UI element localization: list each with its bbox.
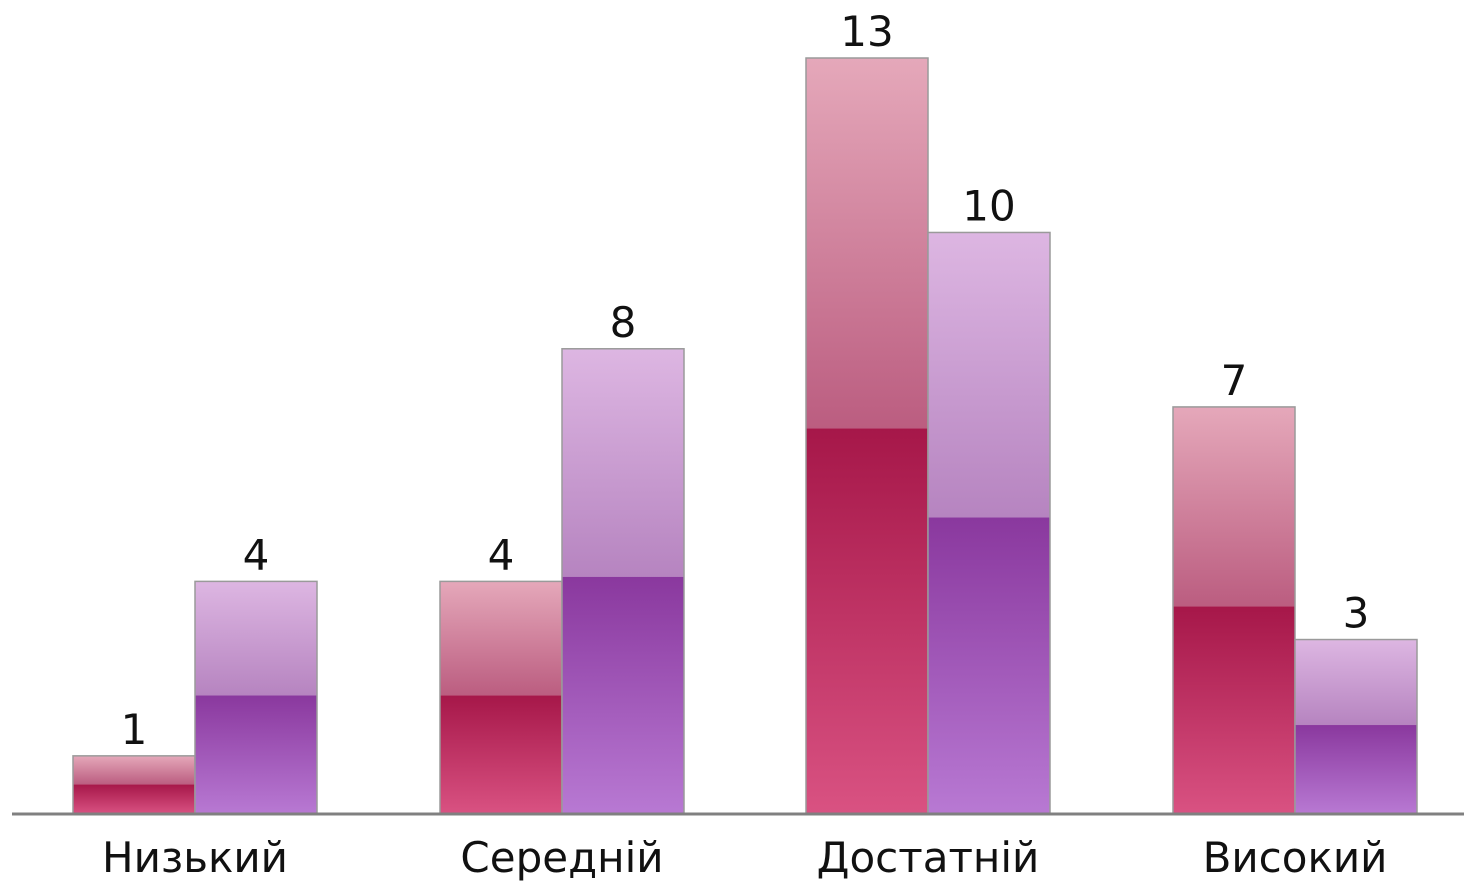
- category-labels-layer: Низький Середній Достатній Високий: [102, 833, 1387, 882]
- bar-upper-segment: [562, 348, 684, 577]
- category-label: Середній: [460, 833, 663, 882]
- bar-lower-segment: [928, 517, 1050, 814]
- value-label: 7: [1221, 356, 1248, 405]
- bar-2-3: [927, 231, 1051, 815]
- bar-upper-segment: [1173, 406, 1295, 607]
- bar-upper-segment: [928, 232, 1050, 518]
- value-label: 4: [243, 530, 270, 579]
- value-labels-layer: 1 4 4 8 13 10 7 3: [121, 7, 1370, 754]
- bar-2-2: [561, 348, 685, 815]
- bar-1-4: [1172, 406, 1296, 815]
- category-label: Низький: [102, 833, 288, 882]
- bar-lower-segment: [806, 428, 928, 814]
- value-label: 10: [962, 181, 1015, 230]
- bar-upper-segment: [195, 581, 317, 696]
- bar-1-2: [439, 580, 563, 815]
- bar-lower-segment: [73, 784, 195, 814]
- bar-1-3: [805, 57, 929, 815]
- bar-1-1: [72, 755, 196, 815]
- value-label: 8: [610, 298, 637, 347]
- bar-lower-segment: [195, 695, 317, 814]
- bar-lower-segment: [562, 576, 684, 814]
- bar-upper-segment: [1295, 639, 1417, 726]
- bar-upper-segment: [806, 58, 928, 429]
- bar-lower-segment: [1173, 606, 1295, 814]
- bar-upper-segment: [73, 755, 195, 785]
- category-label: Достатній: [817, 833, 1040, 882]
- bars-layer: [72, 57, 1418, 815]
- value-label: 13: [840, 7, 893, 56]
- bar-lower-segment: [1295, 725, 1417, 814]
- bar-2-1: [194, 580, 318, 815]
- value-label: 4: [488, 530, 515, 579]
- value-label: 1: [121, 705, 148, 754]
- category-label: Високий: [1203, 833, 1388, 882]
- bar-2-4: [1294, 638, 1418, 815]
- value-label: 3: [1343, 589, 1370, 638]
- bar-lower-segment: [440, 695, 562, 814]
- bar-upper-segment: [440, 581, 562, 696]
